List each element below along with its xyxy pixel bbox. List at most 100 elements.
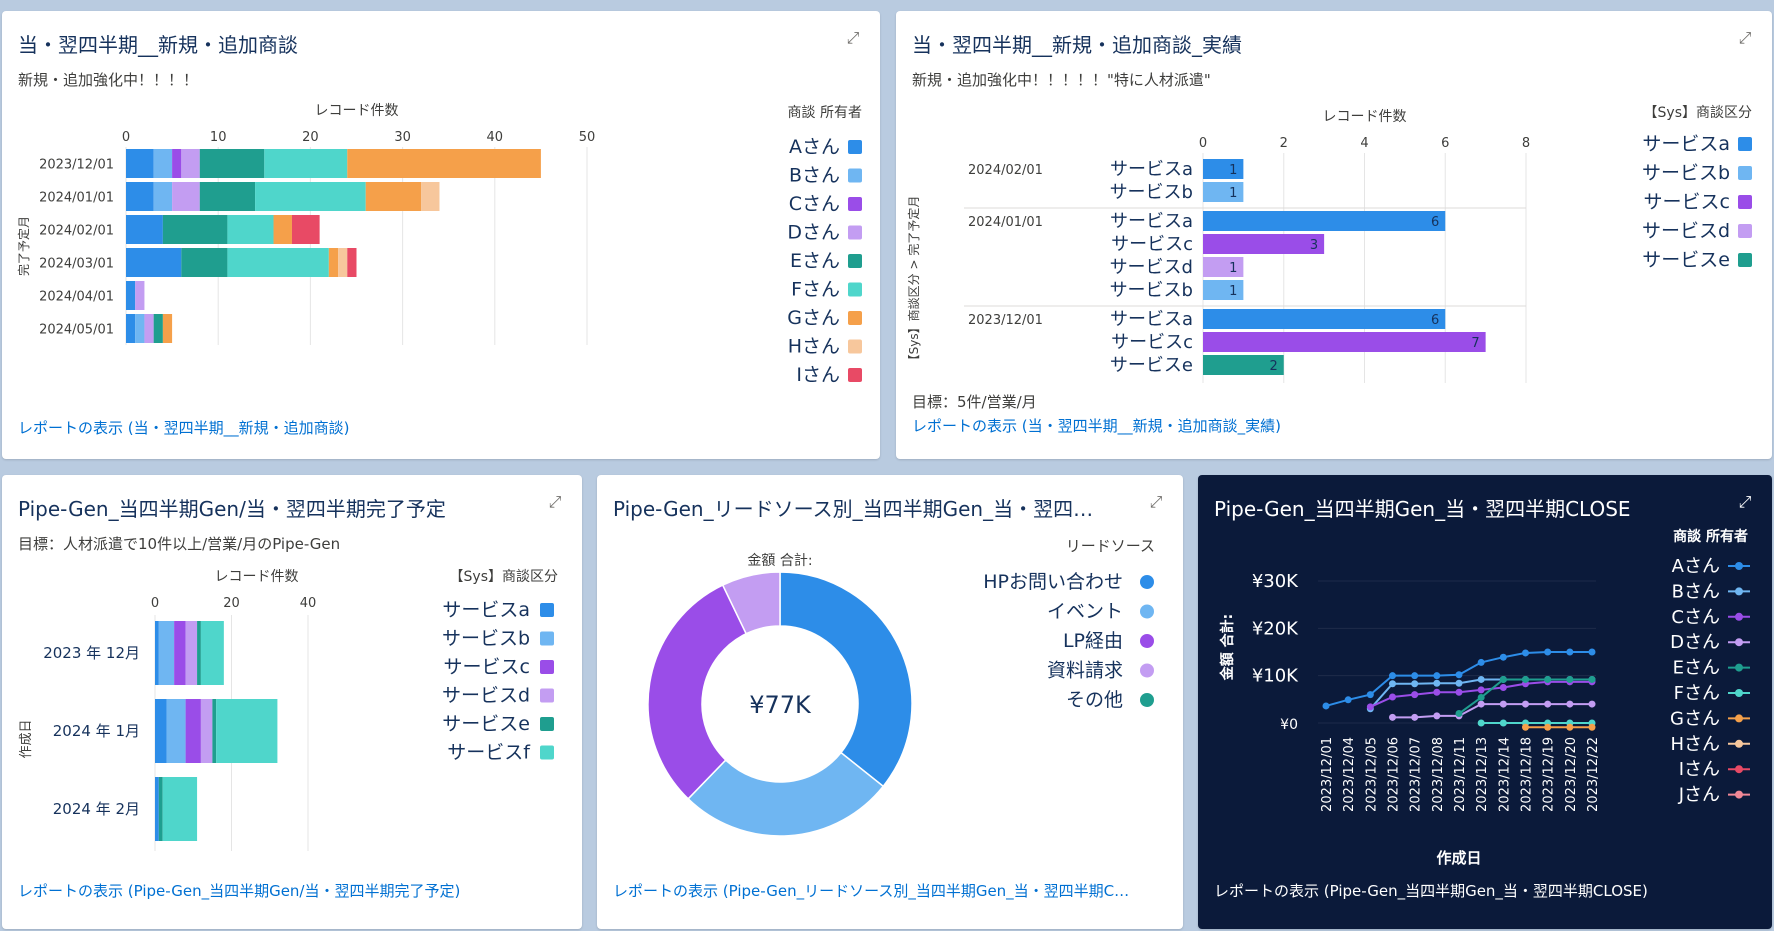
report-link[interactable]: レポートの表示 (当・翌四半期__新規・追加商談_実績) [912,417,1281,435]
legend-label: Hさん [1670,734,1720,755]
bar [1203,182,1244,202]
row-label: サービスc [1111,332,1193,353]
expand-icon[interactable]: ⤢ [846,28,860,47]
data-label: 1 [1229,163,1237,178]
data-point [1499,653,1507,661]
legend-label: サービスc [444,656,530,678]
legend-label: サービスf [447,742,531,764]
legend-swatch [848,311,862,325]
legend-label: Aさん [789,136,840,158]
data-point [1389,672,1396,680]
data-point [1455,710,1463,718]
legend-label: イベント [1047,601,1123,623]
data-point [1588,648,1596,656]
report-link[interactable]: レポートの表示 (Pipe-Gen_当四半期Gen_当・翌四半期CLOSE) [1214,882,1648,900]
bar-segment [126,149,154,178]
legend-label: サービスd [442,685,530,707]
legend-swatch [540,717,554,731]
expand-icon[interactable]: ⤢ [1149,492,1163,511]
data-point [1522,723,1529,731]
expand-icon[interactable]: ⤢ [1738,28,1752,47]
y-tick-label: 2024 年 1月 [53,722,140,740]
x-tick-label: 2023/12/01 [1320,737,1335,812]
panel-new-deals-actual: 当・翌四半期__新規・追加商談_実績 新規・追加強化中！！！！！"特に人材派遣"… [896,11,1772,459]
y-tick-label: ¥0 [1280,717,1298,733]
x-tick-label: 2023/12/13 [1475,737,1490,812]
donut-slice [779,571,913,788]
legend-label: Bさん [1672,581,1720,602]
chart-pipegen-close: レコード件数 0 20 40 作成日 2023 年 12月 2024 年 1月 2024 年 … [19,569,558,851]
panel-title: 当・翌四半期__新規・追加商談 [18,33,298,57]
legend-label: Cさん [789,193,840,215]
x-axis-label: レコード件数 [315,103,399,119]
data-point [1477,719,1485,727]
expand-icon[interactable]: ⤢ [1738,492,1752,511]
expand-icon[interactable]: ⤢ [548,492,562,511]
bar [1203,234,1325,254]
bar [1203,211,1446,231]
x-tick-label: 40 [487,130,504,145]
y-tick-label: ¥30K [1252,571,1299,592]
data-point [1389,680,1396,688]
data-point [1522,700,1529,708]
x-tick-label: 2023/12/06 [1387,737,1402,812]
legend-title: 【Sys】商談区分 [1644,105,1752,121]
donut-center-label: ¥77K [749,691,812,719]
row-label: サービスa [1110,159,1193,180]
bar-segment [174,621,186,685]
legend-label: Eさん [790,250,840,272]
report-link[interactable]: レポートの表示 (Pipe-Gen_リードソース別_当四半期Gen_当・翌四半期… [613,882,1130,900]
panel-subtitle: 新規・追加強化中！！！！！"特に人材派遣" [912,71,1211,89]
legend-label: Fさん [1674,683,1720,704]
legend-label: サービスe [1642,249,1730,271]
panel-subtitle: 目標：人材派遣で10件以上/営業/月のPipe-Gen [18,535,341,553]
bar-segment [162,314,173,343]
row-label: サービスb [1110,182,1193,203]
x-tick-label: 2023/12/07 [1409,737,1424,812]
data-point [1499,719,1507,727]
bar-segment [200,621,224,685]
legend-swatch [848,282,862,297]
legend-label: Hさん [788,336,840,358]
y-tick-label: 2024 年 2月 [53,800,140,818]
legend-swatch [1735,689,1743,697]
x-axis-label: レコード件数 [1323,109,1407,125]
data-point [1366,703,1374,711]
x-tick-label: 40 [300,596,317,611]
data-point [1544,723,1552,731]
data-point [1499,675,1507,683]
data-point [1544,675,1552,683]
x-tick-label: 2023/12/11 [1453,737,1468,812]
row-label: サービスb [1110,280,1193,301]
data-point [1499,684,1507,691]
x-tick-label: 2023/12/18 [1520,737,1535,812]
bar [1203,332,1486,352]
legend-label: Dさん [787,222,840,244]
y-tick-label: 2024/04/01 [39,290,114,305]
data-label: 6 [1431,313,1439,328]
bar-segment [328,248,339,277]
legend-title: 商談 所有者 [788,105,862,121]
report-link[interactable]: レポートの表示 (Pipe-Gen_当四半期Gen/当・翌四半期完了予定) [18,882,461,900]
bar-segment [172,149,182,178]
bar-segment [126,281,136,310]
legend-label: Iさん [796,364,840,386]
data-point [1411,672,1419,680]
bar-segment [199,182,256,211]
x-tick-label: 2023/12/08 [1431,737,1446,812]
bar-segment [155,777,159,841]
panel-subtitle: 新規・追加強化中！！！！ [18,71,199,89]
bar-segment [185,621,198,685]
bar-segment [126,182,154,211]
legend-swatch [540,631,554,646]
x-tick-label: 50 [579,130,596,145]
legend-swatch [1738,195,1752,209]
legend-label: HPお問い合わせ [983,571,1123,593]
chart-title: 金額 合計: [747,553,812,569]
report-link[interactable]: レポートの表示 (当・翌四半期__新規・追加商談) [18,419,350,437]
legend-swatch [1140,575,1154,589]
panel-title: Pipe-Gen_当四半期Gen_当・翌四半期CLOSE [1214,497,1631,521]
bar-segment [264,149,348,178]
bar [1203,355,1284,375]
